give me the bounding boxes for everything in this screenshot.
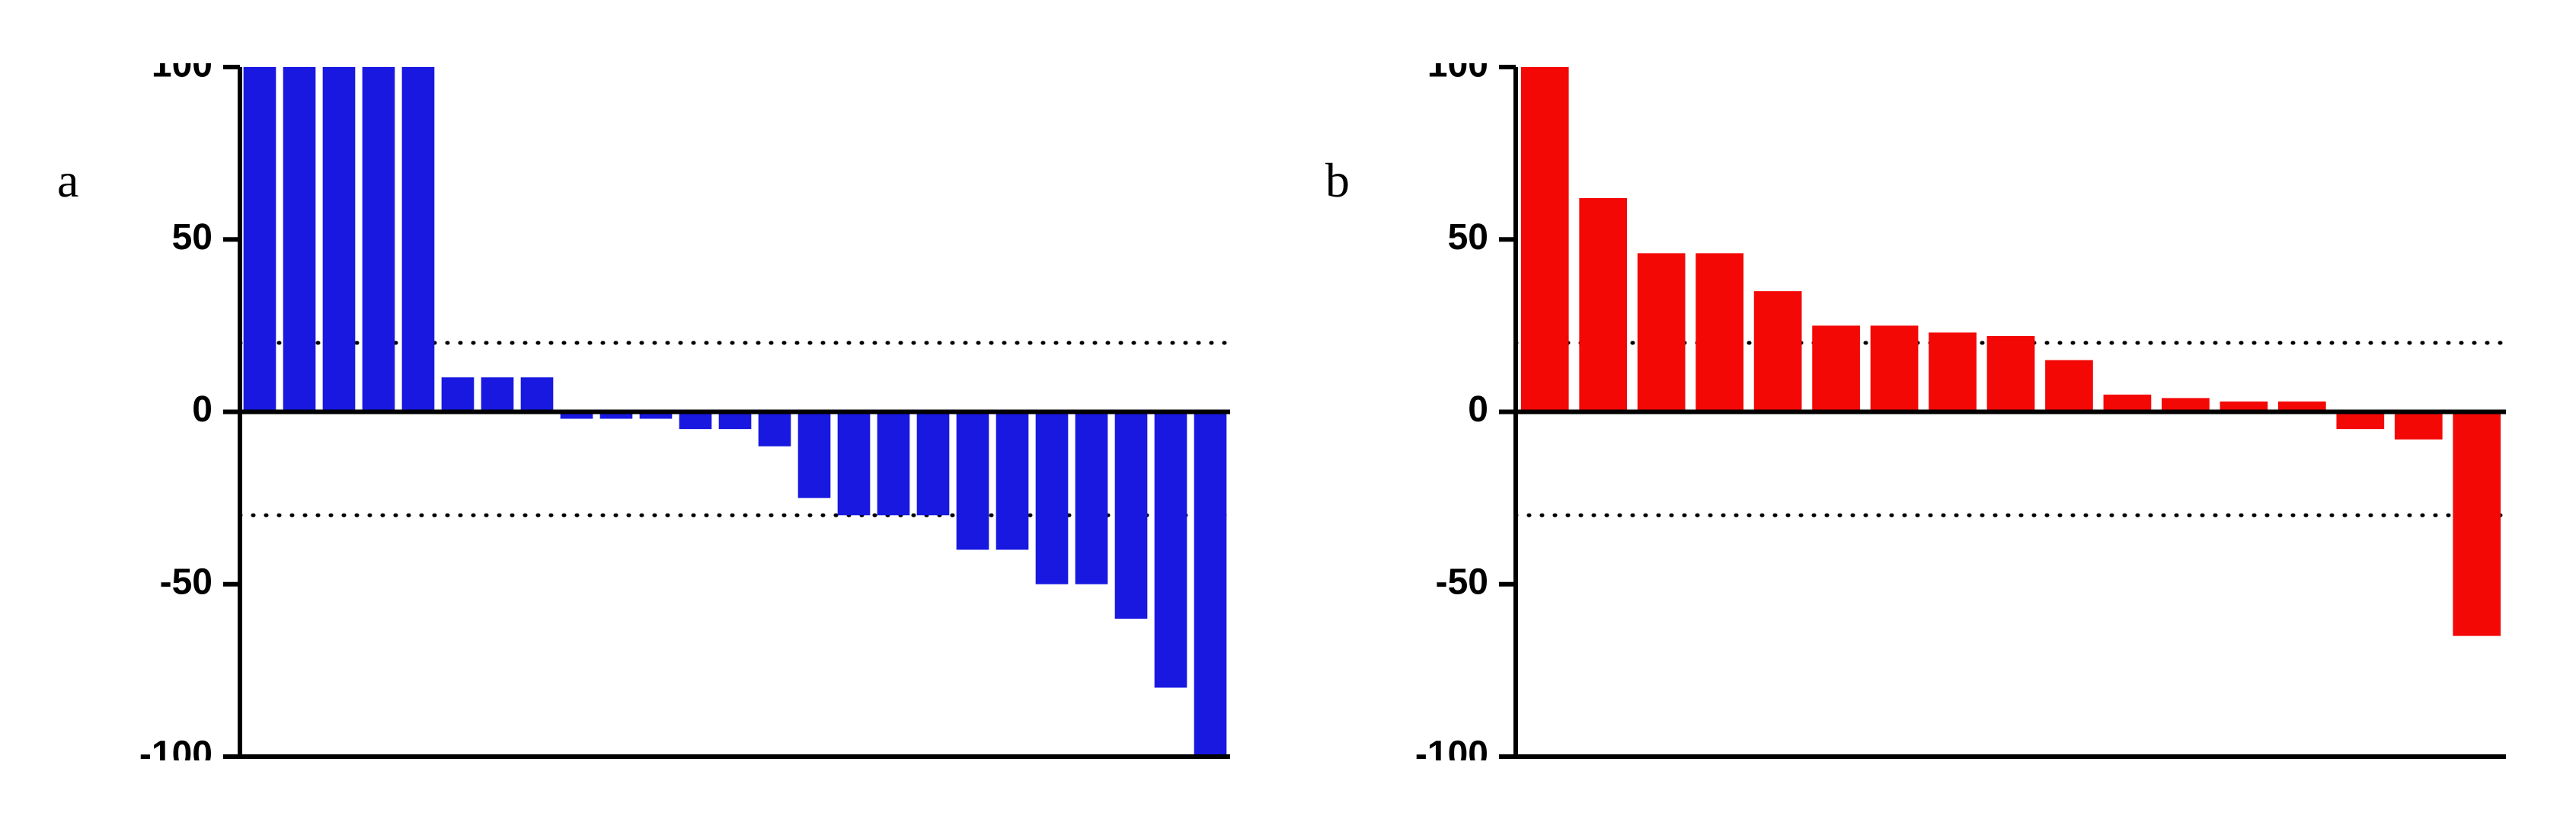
bar: [1194, 412, 1227, 757]
bar: [759, 412, 791, 447]
bar: [957, 412, 989, 550]
bar: [1036, 412, 1069, 584]
bar: [323, 67, 356, 412]
bar: [798, 412, 831, 498]
figure: a -100 -50 0 50 100 b -100 -50 0 50 100: [0, 0, 2576, 829]
bar: [1754, 291, 1802, 411]
bar: [877, 412, 910, 516]
panel-b-label: b: [1325, 152, 1350, 209]
bar: [1579, 198, 1627, 412]
y-tick-label: -100: [139, 735, 213, 760]
y-tick-label: -50: [160, 562, 213, 602]
panel-a-chart: -100 -50 0 50 100: [94, 63, 1238, 760]
bar: [2045, 360, 2093, 412]
bar: [363, 67, 395, 412]
bar: [1115, 412, 1148, 619]
bar: [2104, 395, 2152, 412]
bar: [481, 377, 514, 411]
y-tick-label: 0: [192, 389, 213, 430]
bar: [1929, 332, 1977, 411]
bar: [1812, 325, 1860, 411]
bar: [2453, 412, 2501, 636]
y-tick-label: 100: [1427, 63, 1488, 85]
bar: [2336, 412, 2384, 430]
bar: [1075, 412, 1108, 584]
bar: [917, 412, 950, 516]
panel-b-chart: -100 -50 0 50 100: [1369, 63, 2514, 760]
bar: [1695, 253, 1743, 411]
bar: [679, 412, 712, 430]
y-tick-label: -50: [1436, 562, 1488, 602]
y-tick-label: -100: [1415, 735, 1488, 760]
bar: [244, 67, 276, 412]
bar: [1155, 412, 1187, 688]
y-tick-label: 0: [1468, 389, 1488, 430]
bar: [996, 412, 1029, 550]
y-tick-label: 100: [152, 63, 213, 85]
y-tick-label: 50: [172, 217, 213, 258]
bar: [1638, 253, 1686, 411]
bar: [1871, 325, 1919, 411]
bar: [1521, 67, 1569, 412]
panel-a-label: a: [57, 152, 78, 209]
bar: [521, 377, 554, 411]
bar: [2395, 412, 2443, 440]
bar: [719, 412, 752, 430]
bar: [1987, 336, 2035, 412]
bar: [442, 377, 475, 411]
bar: [283, 67, 316, 412]
bar: [402, 67, 435, 412]
bar: [838, 412, 871, 516]
y-tick-label: 50: [1448, 217, 1488, 258]
